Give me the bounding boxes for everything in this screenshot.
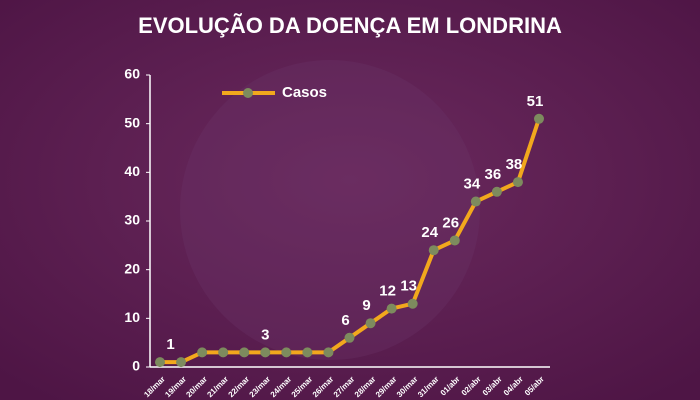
data-label: 24: [421, 224, 438, 241]
data-label: 26: [442, 214, 459, 231]
chart-title: EVOLUÇÃO DA DOENÇA EM LONDRINA: [138, 13, 562, 38]
point: [365, 318, 376, 329]
data-label: 6: [341, 312, 349, 329]
data-label: 3: [261, 326, 269, 343]
point: [197, 347, 208, 358]
point: [407, 298, 418, 309]
point: [176, 357, 187, 368]
point: [218, 347, 229, 358]
point: [344, 332, 355, 343]
virus-decoration: [180, 60, 480, 360]
y-tick-label: 40: [124, 163, 140, 179]
y-tick-label: 0: [132, 358, 140, 374]
point: [386, 303, 397, 314]
point: [534, 113, 544, 124]
legend-label: Casos: [282, 84, 327, 101]
y-tick-label: 20: [124, 260, 140, 276]
y-tick-label: 30: [124, 212, 140, 228]
point: [512, 177, 523, 188]
data-label: 36: [485, 166, 502, 183]
point: [323, 347, 334, 358]
data-label: 9: [362, 297, 370, 314]
data-label: 38: [506, 156, 523, 173]
data-label: 13: [400, 278, 417, 295]
point: [491, 186, 502, 197]
point: [302, 347, 313, 358]
legend-marker: [243, 88, 253, 98]
point: [260, 347, 271, 358]
data-label: 1: [166, 336, 174, 353]
point: [470, 196, 481, 207]
point: [155, 357, 165, 368]
data-label: 51: [527, 93, 544, 110]
y-tick-label: 50: [124, 114, 140, 130]
data-label: 34: [463, 176, 480, 193]
point: [449, 235, 460, 246]
point: [281, 347, 292, 358]
y-tick-label: 60: [124, 66, 140, 82]
y-tick-label: 10: [124, 309, 140, 325]
point: [428, 245, 439, 256]
point: [239, 347, 250, 358]
data-label: 12: [379, 283, 396, 300]
